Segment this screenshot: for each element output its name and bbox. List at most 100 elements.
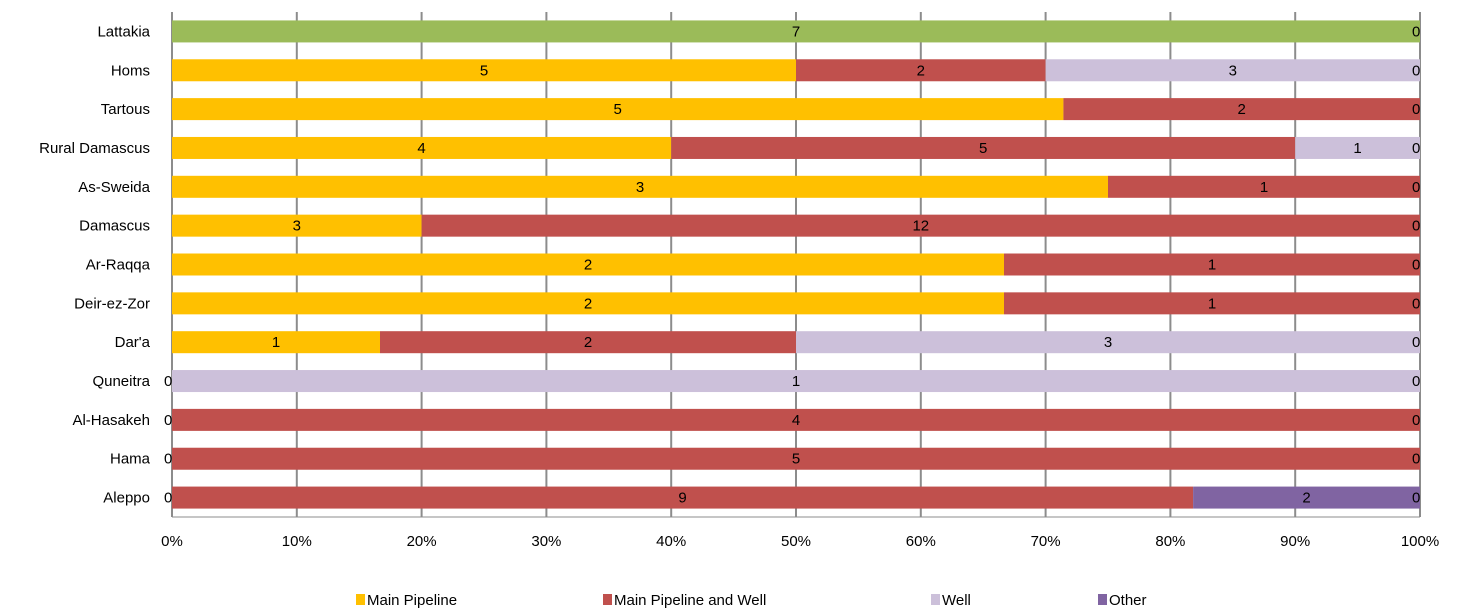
bar-dar-a-main-pipeline [172,331,380,354]
data-label-quneitra-main-pipeline: 0 [164,373,172,390]
legend-swatch-main-pipeline [356,594,365,605]
bar-as-sweida-main-pipeline [172,175,1108,198]
x-tick-50: 50% [781,533,811,550]
x-tick-30: 30% [531,533,561,550]
bar-ar-raqqa-main-pipeline [172,253,1004,276]
category-label-ar-raqqa: Ar-Raqqa [86,257,151,274]
bar-rural-damascus-main-pipeline-and-well [671,136,1296,159]
bar-homs-main-pipeline [172,59,796,82]
legend-swatch-other [1098,594,1107,605]
data-label-quneitra-end: 0 [1412,373,1420,390]
data-label-hama-main-pipeline-and-well: 5 [792,451,800,468]
data-label-aleppo-main-pipeline-and-well: 9 [678,490,686,507]
data-label-aleppo-main-pipeline: 0 [164,490,172,507]
x-tick-labels: 0% 10% 20% 30% 40% 50% 60% 70% 80% 90% 100% [161,533,1439,550]
data-label-deir-ez-zor-end: 0 [1412,295,1420,312]
data-label-dar-a-well: 3 [1104,334,1112,351]
data-labels: 7 05 2 3 05 2 04 5 1 03 1 03 12 02 1 02 1 01 2 3 00 1 00 4 00 5 00… [164,23,1420,506]
x-tick-100: 100% [1401,533,1439,550]
x-tick-60: 60% [906,533,936,550]
bar-tartous-main-pipeline-and-well [1063,98,1420,121]
data-label-as-sweida-main-pipeline: 3 [636,179,644,196]
legend-label-well: Well [942,592,971,609]
x-tick-0: 0% [161,533,183,550]
category-label-al-hasakeh: Al-Hasakeh [72,412,150,429]
x-tick-20: 20% [407,533,437,550]
data-label-rural-damascus-main-pipeline: 4 [417,140,425,157]
data-label-tartous-main-pipeline-and-well: 2 [1238,101,1246,118]
data-label-deir-ez-zor-main-pipeline-and-well: 1 [1208,295,1216,312]
data-label-homs-main-pipeline-and-well: 2 [917,62,925,79]
bar-aleppo-other [1193,486,1420,509]
x-tick-90: 90% [1280,533,1310,550]
bar-rural-damascus-main-pipeline [172,136,672,159]
data-label-homs-end: 0 [1412,62,1420,79]
x-tick-70: 70% [1031,533,1061,550]
bar-homs-main-pipeline-and-well [796,59,1046,82]
data-label-deir-ez-zor-main-pipeline: 2 [584,295,592,312]
data-label-dar-a-end: 0 [1412,334,1420,351]
data-label-al-hasakeh-main-pipeline-and-well: 4 [792,412,800,429]
category-label-dar-a: Dar'a [115,334,151,351]
data-label-damascus-main-pipeline-and-well: 12 [912,218,929,235]
x-tick-40: 40% [656,533,686,550]
data-label-as-sweida-end: 0 [1412,179,1420,196]
legend-label-main-pipeline: Main Pipeline [367,592,457,609]
data-label-tartous-end: 0 [1412,101,1420,118]
bar-homs-well [1045,59,1420,82]
data-label-homs-main-pipeline: 5 [480,62,488,79]
data-label-rural-damascus-main-pipeline-and-well: 5 [979,140,987,157]
data-label-rural-damascus-well: 1 [1353,140,1361,157]
bar-deir-ez-zor-main-pipeline-and-well [1004,292,1420,315]
data-label-tartous-main-pipeline: 5 [614,101,622,118]
category-label-as-sweida: As-Sweida [78,179,150,196]
bar-quneitra-well [172,370,1420,393]
bar-aleppo-main-pipeline-and-well [172,486,1194,509]
data-label-lattakia-end: 0 [1412,23,1420,40]
bar-damascus-main-pipeline [172,214,422,237]
data-label-lattakia-main-pipeline: 7 [792,23,800,40]
bar-lattakia-main-pipeline [172,20,1420,43]
bar-deir-ez-zor-main-pipeline [172,292,1004,315]
legend-swatch-well [931,594,940,605]
data-label-rural-damascus-end: 0 [1412,140,1420,157]
legend-swatch-main-pipeline-and-well [603,594,612,605]
category-label-lattakia: Lattakia [97,23,150,40]
category-labels: Lattakia Homs Tartous Rural Damascus As-Swei… [39,23,151,506]
legend-label-main-pipeline-and-well: Main Pipeline and Well [614,592,766,609]
category-label-homs: Homs [111,62,150,79]
data-label-damascus-end: 0 [1412,218,1420,235]
bar-dar-a-main-pipeline-and-well [380,331,796,354]
data-label-quneitra-well: 1 [792,373,800,390]
data-label-dar-a-main-pipeline: 1 [272,334,280,351]
x-tick-10: 10% [282,533,312,550]
category-label-damascus: Damascus [79,218,150,235]
data-label-dar-a-main-pipeline-and-well: 2 [584,334,592,351]
data-label-aleppo-other: 2 [1302,490,1310,507]
data-label-al-hasakeh-end: 0 [1412,412,1420,429]
data-label-hama-main-pipeline: 0 [164,451,172,468]
x-tick-80: 80% [1155,533,1185,550]
category-label-rural-damascus: Rural Damascus [39,140,150,157]
bar-al-hasakeh-main-pipeline-and-well [172,408,1420,431]
category-label-quneitra: Quneitra [92,373,150,390]
data-label-damascus-main-pipeline: 3 [293,218,301,235]
category-label-aleppo: Aleppo [103,490,150,507]
data-label-ar-raqqa-main-pipeline: 2 [584,257,592,274]
bar-rural-damascus-well [1295,136,1420,159]
bar-as-sweida-main-pipeline-and-well [1108,175,1420,198]
data-label-as-sweida-main-pipeline-and-well: 1 [1260,179,1268,196]
data-label-aleppo-end: 0 [1412,490,1420,507]
bar-tartous-main-pipeline [172,98,1064,121]
bars [172,20,1421,509]
category-label-deir-ez-zor: Deir-ez-Zor [74,295,150,312]
data-label-homs-well: 3 [1229,62,1237,79]
bar-dar-a-well [796,331,1420,354]
category-label-tartous: Tartous [101,101,150,118]
data-label-hama-end: 0 [1412,451,1420,468]
data-label-al-hasakeh-main-pipeline: 0 [164,412,172,429]
bar-hama-main-pipeline-and-well [172,447,1420,470]
bar-damascus-main-pipeline-and-well [421,214,1421,237]
category-label-hama: Hama [110,451,151,468]
